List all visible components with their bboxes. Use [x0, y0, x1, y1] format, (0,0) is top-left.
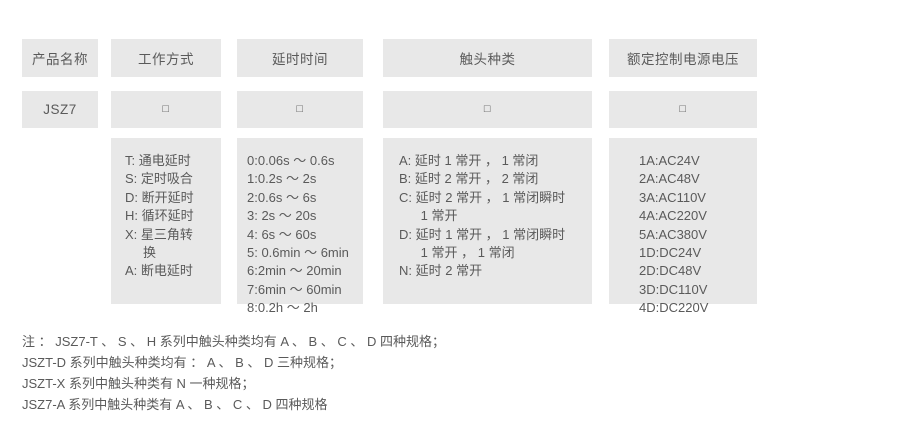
option-item: 5A:AC380V — [639, 226, 707, 242]
option-item-continued: 换 — [125, 245, 157, 261]
footnotes: 注 ： JSZ7-T 、 S 、 H 系列中触头种类均有 A 、 B 、 C 、… — [22, 331, 882, 415]
options-list: 0:0.06s ～ 0.6s 1:0.2s ～ 2s 2:0.6s ～ 6s 3… — [237, 152, 363, 318]
placeholder-square-icon: □ — [296, 103, 304, 115]
placeholder-square-icon: □ — [483, 103, 492, 115]
option-item: N: 延时 2 常开 — [399, 263, 483, 279]
option-item: S: 定时吸合 — [125, 171, 193, 187]
header-label: 工作方式 — [138, 52, 194, 67]
header-label: 延时时间 — [272, 52, 328, 67]
option-item: 2:0.6s ～ 6s — [247, 189, 317, 205]
option-item: 5: 0.6min ～ 6min — [247, 245, 349, 261]
option-item: 4: 6s ～ 60s — [247, 226, 317, 242]
option-item: X: 星三角转 — [125, 226, 193, 242]
option-item: H: 循环延时 — [125, 208, 194, 224]
header-label: 产品名称 — [32, 52, 88, 67]
option-item: 6:2min ～ 20min — [247, 263, 342, 279]
option-item-continued: 1 常开 ， 1 常闭 — [399, 245, 515, 261]
placeholder-square-icon: □ — [162, 103, 170, 115]
header-label: 额定控制电源电压 — [627, 52, 739, 67]
footnote-line: JSZ7-A 系列中触头种类有 A 、 B 、 C 、 D 四种规格 — [22, 397, 328, 412]
options-cell-delay-time: 0:0.06s ～ 0.6s 1:0.2s ～ 2s 2:0.6s ～ 6s 3… — [237, 138, 363, 315]
option-item: 2A:AC48V — [639, 171, 700, 187]
header-cell-contact-type: 触头种类 — [383, 39, 592, 77]
header-label: 触头种类 — [459, 52, 516, 67]
option-item: D: 延时 1 常开 ， 1 常闭瞬时 — [399, 226, 566, 242]
option-item: 4A:AC220V — [639, 208, 707, 224]
option-item: 7:6min ～ 60min — [247, 281, 342, 297]
options-list: 1A:AC24V 2A:AC48V 3A:AC110V 4A:AC220V 5A… — [609, 152, 757, 318]
header-cell-working-mode: 工作方式 — [111, 39, 221, 77]
code-cell-working-mode: □ — [111, 91, 221, 128]
option-item: T: 通电延时 — [125, 153, 191, 168]
code-label: JSZ7 — [43, 102, 77, 117]
option-item: 1:0.2s ～ 2s — [247, 171, 317, 187]
code-cell-delay-time: □ — [237, 91, 363, 128]
option-item: 1A:AC24V — [639, 153, 700, 168]
options-cell-rated-control-voltage: 1A:AC24V 2A:AC48V 3A:AC110V 4A:AC220V 5A… — [609, 138, 757, 315]
option-item-continued: 1 常开 — [399, 208, 458, 224]
options-cell-contact-type: A: 延时 1 常开 ， 1 常闭 B: 延时 2 常开 ， 2 常闭 C: 延… — [383, 138, 592, 304]
option-item: 8:0.2h ～ 2h — [247, 300, 318, 316]
footnote-line: JSZT-X 系列中触头种类有 N 一种规格； — [22, 376, 255, 391]
header-cell-product-name: 产品名称 — [22, 39, 98, 77]
option-item: 0:0.06s ～ 0.6s — [247, 153, 335, 168]
option-item: D: 断开延时 — [125, 189, 194, 205]
option-item: A: 延时 1 常开 ， 1 常闭 — [399, 153, 539, 168]
header-cell-rated-control-voltage: 额定控制电源电压 — [609, 39, 757, 77]
options-cell-working-mode: T: 通电延时 S: 定时吸合 D: 断开延时 H: 循环延时 X: 星三角转 … — [111, 138, 221, 304]
options-list: A: 延时 1 常开 ， 1 常闭 B: 延时 2 常开 ， 2 常闭 C: 延… — [383, 152, 592, 281]
option-item: 3: 2s ～ 20s — [247, 208, 317, 224]
option-item: 2D:DC48V — [639, 263, 702, 279]
code-cell-contact-type: □ — [383, 91, 592, 128]
code-cell-rated-control-voltage: □ — [609, 91, 757, 128]
option-item: 1D:DC24V — [639, 245, 702, 261]
option-item: A: 断电延时 — [125, 263, 193, 279]
option-item: 3D:DC110V — [639, 281, 708, 297]
footnote-line: JSZT-D 系列中触头种类均有 ： A 、 B 、 D 三种规格； — [22, 355, 342, 370]
footnote-line: 注 ： JSZ7-T 、 S 、 H 系列中触头种类均有 A 、 B 、 C 、… — [22, 334, 446, 349]
header-cell-delay-time: 延时时间 — [237, 39, 363, 77]
placeholder-square-icon: □ — [679, 103, 687, 115]
option-item: 3A:AC110V — [639, 189, 706, 205]
option-item: 4D:DC220V — [639, 300, 709, 316]
option-item: B: 延时 2 常开 ， 2 常闭 — [399, 171, 539, 187]
code-cell-product-name: JSZ7 — [22, 91, 98, 128]
option-item: C: 延时 2 常开 ， 1 常闭瞬时 — [399, 189, 566, 205]
options-list: T: 通电延时 S: 定时吸合 D: 断开延时 H: 循环延时 X: 星三角转 … — [111, 152, 221, 281]
